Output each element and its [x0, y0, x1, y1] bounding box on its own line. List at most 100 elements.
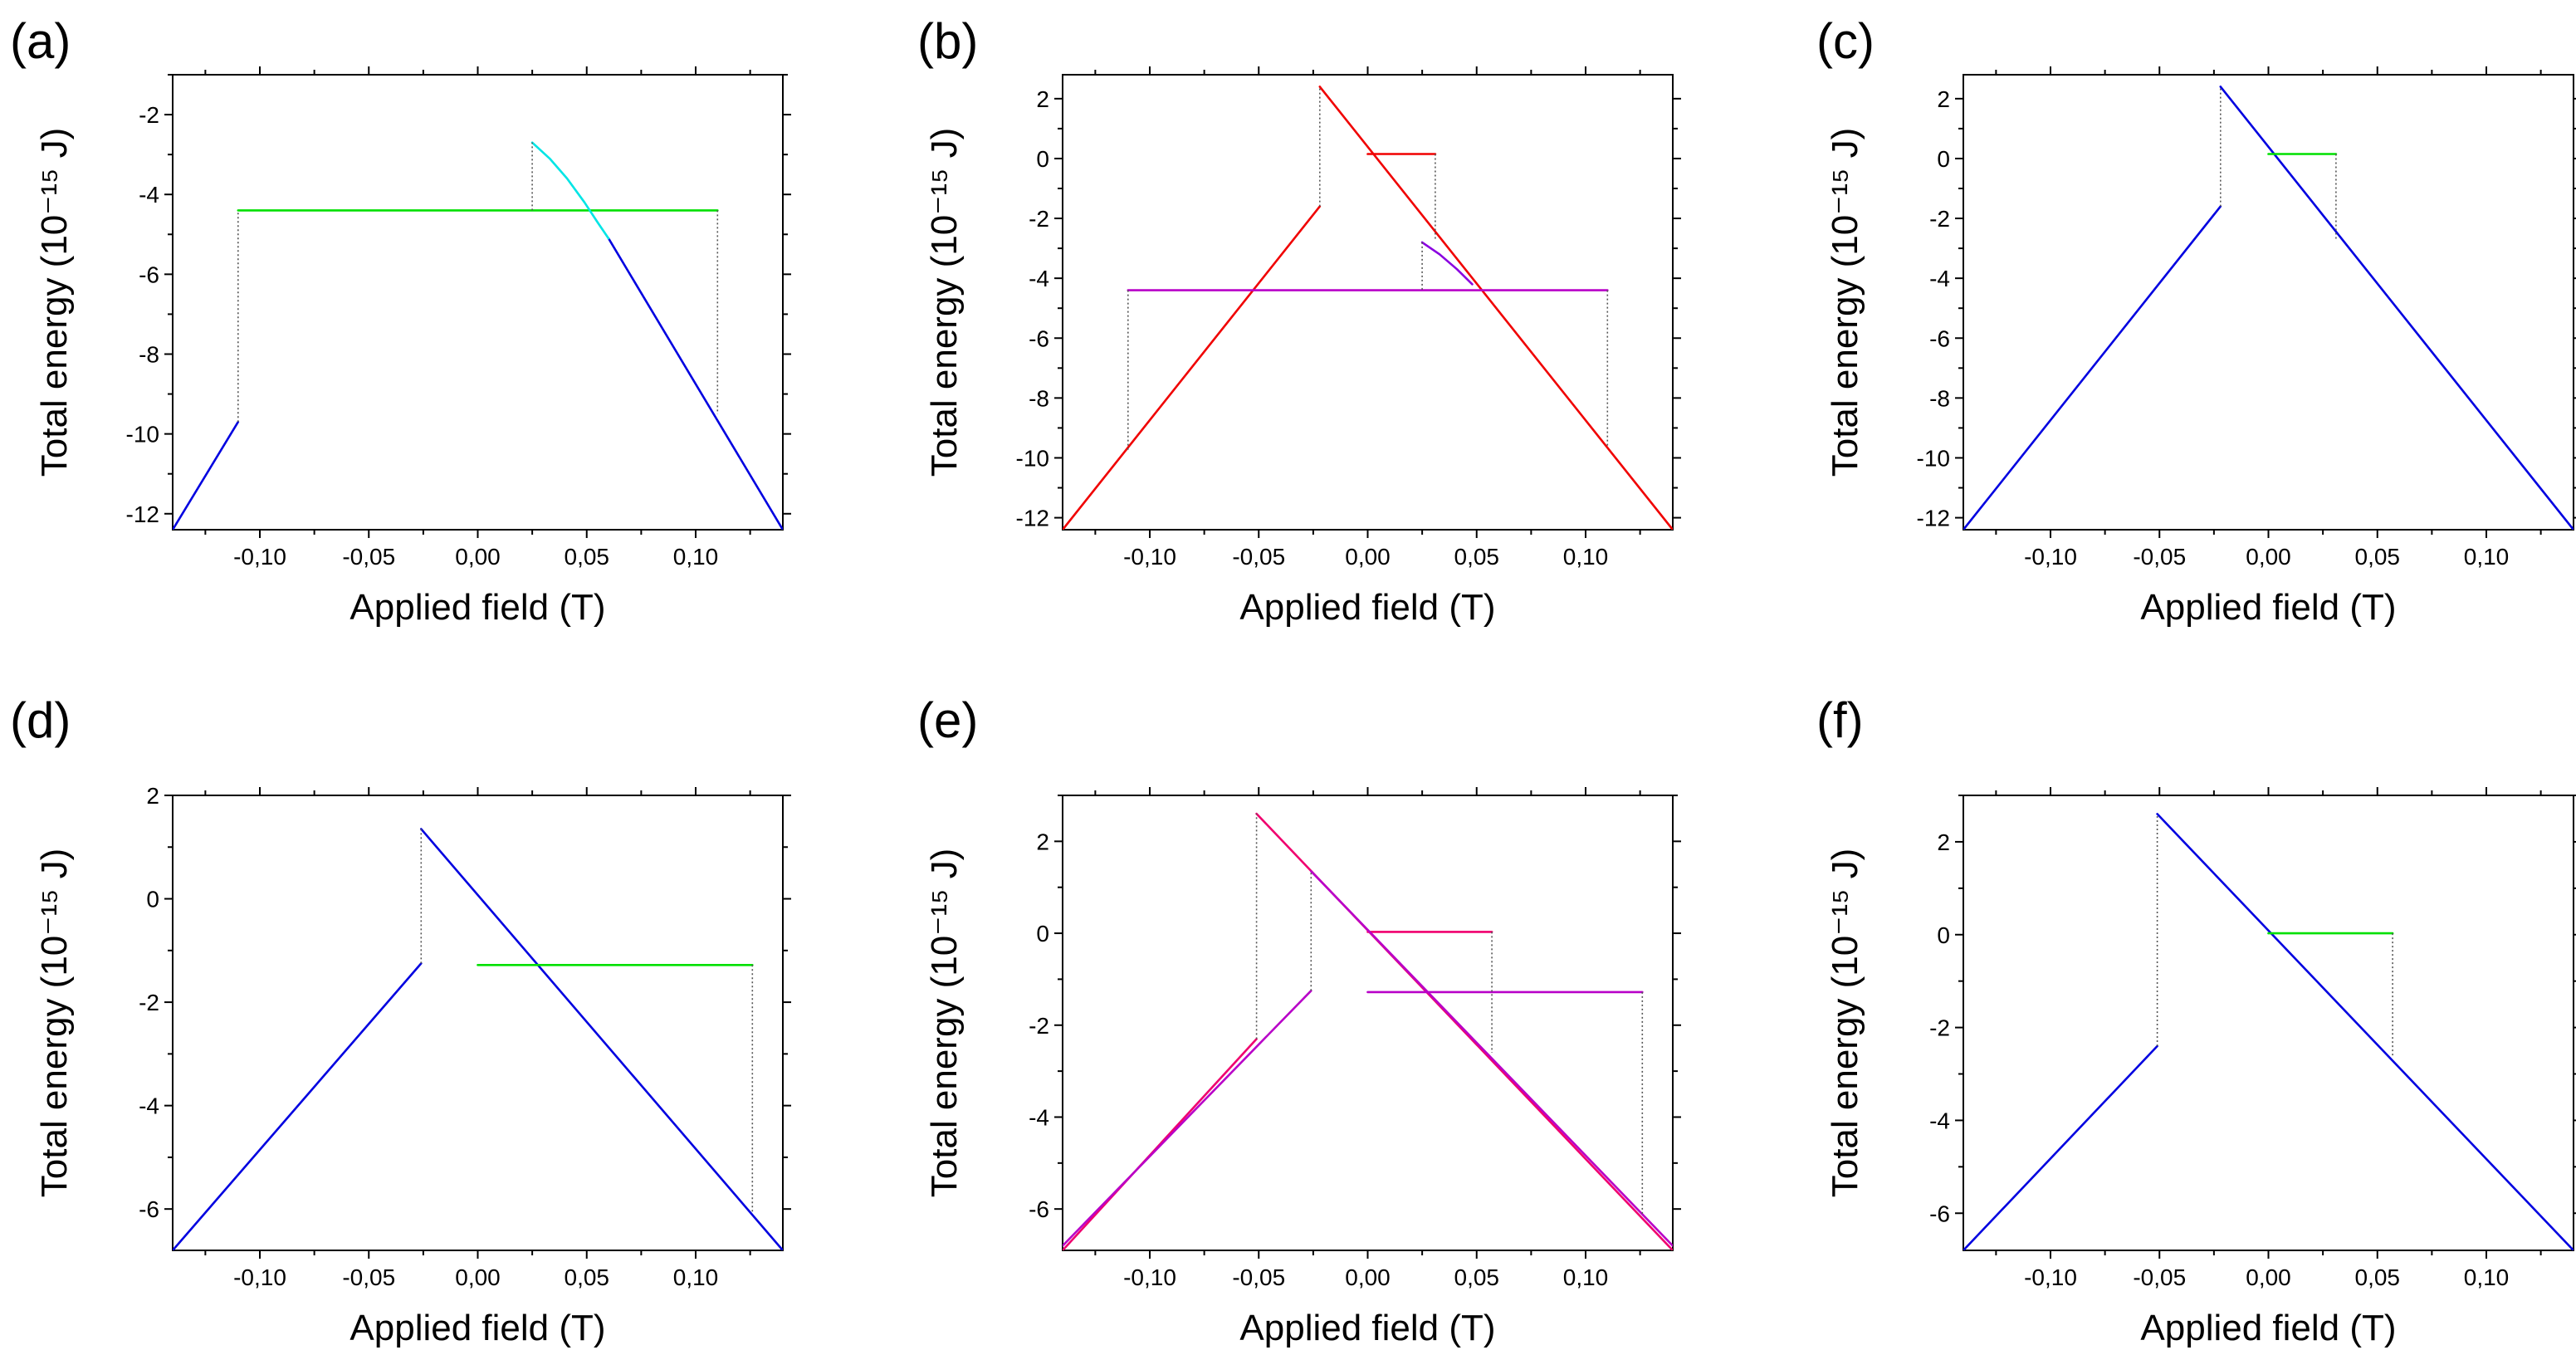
x-axis-title: Applied field (T) [1239, 587, 1495, 628]
x-tick-label: 0,00 [455, 544, 501, 570]
panel-label: (c) [1816, 13, 1875, 69]
y-tick-label: -10 [126, 422, 159, 448]
chart-panel-a: (a) -0,10 -0,05 0,00 0,05 0,10 -12 -10 -8 -6 -4 -2 A… [10, 13, 791, 628]
chart-panel-e: (e) -0,10 -0,05 0,00 0,05 0,10 -6 -4 -2 0 2 Applied… [917, 692, 1681, 1348]
y-tick-label: -2 [1929, 206, 1950, 232]
y-tick-label: 2 [1036, 86, 1049, 112]
panel-label: (b) [917, 13, 978, 69]
x-axis-title: Applied field (T) [349, 1308, 605, 1348]
y-tick-label: -2 [1029, 206, 1049, 232]
plot-frame [1963, 795, 2574, 1251]
y-tick-label: -2 [1029, 1013, 1049, 1039]
y-tick-label: -12 [1917, 506, 1950, 531]
y-tick-label: -8 [1029, 385, 1049, 411]
x-tick-label: 0,00 [2246, 544, 2291, 570]
x-tick-label: -0,10 [1123, 544, 1176, 570]
x-tick-label: -0,10 [233, 544, 286, 570]
x-tick-label: 0,00 [455, 1264, 501, 1290]
x-tick-label: 0,05 [565, 1264, 610, 1290]
panel-label: (a) [10, 13, 71, 69]
series-line-falling-branch-2 [1310, 870, 1673, 1247]
series-line-rising-branch [1963, 1044, 2158, 1250]
y-tick-label: -6 [1029, 1196, 1049, 1222]
series-line-curved-segment [1420, 241, 1474, 286]
y-tick-label: 0 [1937, 922, 1950, 948]
y-tick-label: -6 [1929, 325, 1950, 351]
series-line-rising-branch-1 [1063, 1038, 1258, 1250]
series-line-descending-branch [173, 420, 240, 530]
x-tick-label: 0,10 [2464, 544, 2510, 570]
y-tick-label: -4 [1929, 1108, 1950, 1133]
y-axis-title: Total energy (10⁻¹⁵ J) [924, 128, 965, 477]
series-line-curved-segment [530, 141, 610, 240]
series-line-falling-branch [2219, 86, 2574, 530]
x-tick-label: 0,05 [2355, 1264, 2401, 1290]
y-tick-label: -10 [1917, 445, 1950, 471]
x-tick-label: -0,05 [2133, 1264, 2186, 1290]
chart-panel-b: (b) -0,10 -0,05 0,00 0,05 0,10 -12 -10 -8 -6 -4 -2 0… [917, 13, 1681, 628]
x-tick-label: 0,05 [1454, 544, 1500, 570]
x-tick-label: 0,05 [565, 544, 610, 570]
chart-panel-f: (f) -0,10 -0,05 0,00 0,05 0,10 -6 -4 -2 0 2 Applied… [1816, 692, 2576, 1348]
x-tick-label: 0,10 [1563, 544, 1609, 570]
y-tick-label: 0 [1036, 146, 1049, 172]
y-tick-label: -2 [139, 990, 159, 1015]
y-tick-label: 0 [1937, 146, 1950, 172]
series-group [1963, 86, 2574, 530]
y-tick-label: -4 [1029, 1104, 1049, 1130]
x-tick-label: 0,10 [673, 544, 719, 570]
x-tick-label: 0,10 [673, 1264, 719, 1290]
x-tick-label: 0,00 [1345, 544, 1391, 570]
y-tick-label: -12 [126, 501, 159, 527]
y-tick-label: 2 [1036, 829, 1049, 854]
y-axis-title: Total energy (10⁻¹⁵ J) [924, 849, 965, 1198]
y-tick-label: -6 [139, 262, 159, 287]
chart-panel-d: (d) -0,10 -0,05 0,00 0,05 0,10 -6 -4 -2 0 2 Applied… [10, 692, 791, 1348]
plot-frame [1062, 74, 1674, 531]
x-tick-label: -0,10 [2024, 544, 2077, 570]
y-tick-label: -4 [1029, 266, 1049, 291]
x-axis-title: Applied field (T) [2140, 1308, 2396, 1348]
y-tick-label: 2 [1937, 829, 1950, 855]
series-line-falling-branch [419, 828, 783, 1250]
y-tick-label: -6 [139, 1196, 159, 1222]
y-tick-label: 0 [146, 887, 159, 912]
y-tick-label: -10 [1016, 445, 1049, 471]
series-line-rising-branch-2 [1063, 990, 1312, 1247]
panel-label: (f) [1816, 692, 1864, 748]
panel-label: (d) [10, 692, 71, 748]
y-tick-label: 2 [146, 783, 159, 809]
x-tick-label: -0,10 [1123, 1264, 1176, 1290]
series-group [1063, 812, 1673, 1250]
plot-frame [1062, 795, 1674, 1251]
y-tick-label: -6 [1029, 325, 1049, 351]
y-tick-label: 2 [1937, 86, 1950, 112]
x-tick-label: 0,05 [2355, 544, 2401, 570]
y-tick-label: -6 [1929, 1201, 1950, 1226]
y-axis-title: Total energy (10⁻¹⁵ J) [1825, 849, 1865, 1198]
x-axis-title: Applied field (T) [1239, 1308, 1495, 1348]
x-tick-label: 0,00 [1345, 1264, 1391, 1290]
y-tick-label: -4 [139, 182, 159, 208]
series-group [173, 828, 783, 1250]
x-tick-label: -0,10 [2024, 1264, 2077, 1290]
series-group [173, 141, 783, 530]
series-line-falling-branch [2156, 813, 2574, 1250]
x-tick-label: -0,05 [1232, 1264, 1285, 1290]
plot-frame [172, 795, 784, 1251]
y-axis-title: Total energy (10⁻¹⁵ J) [34, 128, 75, 477]
y-tick-label: -4 [1929, 266, 1950, 291]
y-tick-label: 0 [1036, 921, 1049, 946]
series-line-rising-branch [1063, 205, 1322, 530]
series-line-rising-branch [173, 962, 423, 1250]
x-tick-label: -0,05 [342, 1264, 395, 1290]
x-axis-title: Applied field (T) [349, 587, 605, 628]
y-tick-label: -8 [139, 341, 159, 367]
plot-frame [172, 74, 784, 531]
plot-frame [1963, 74, 2574, 531]
x-tick-label: 0,10 [2464, 1264, 2510, 1290]
x-tick-label: 0,05 [1454, 1264, 1500, 1290]
y-tick-label: -4 [139, 1093, 159, 1119]
chart-panel-c: (c) -0,10 -0,05 0,00 0,05 0,10 -12 -10 -8 -6 -4 -2 0… [1816, 13, 2576, 628]
x-tick-label: -0,05 [342, 544, 395, 570]
